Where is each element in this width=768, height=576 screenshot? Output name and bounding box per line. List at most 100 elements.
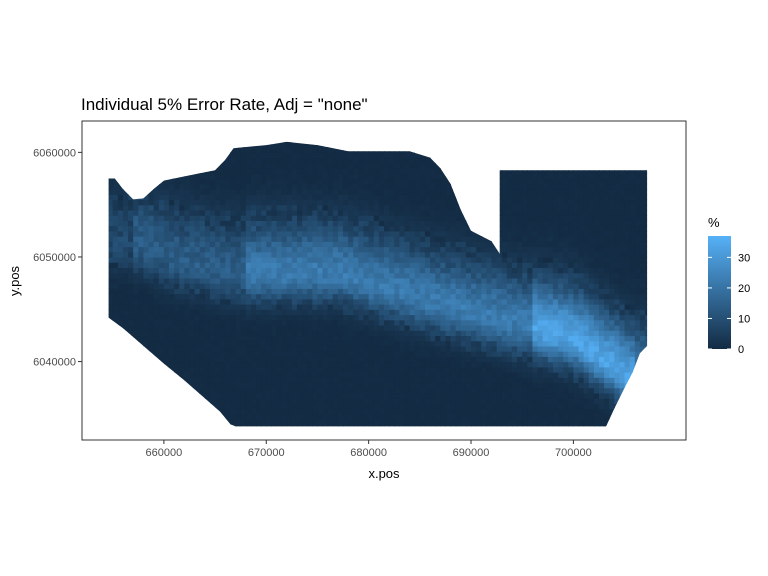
heatmap-cell [542, 304, 549, 310]
heatmap-cell [501, 340, 508, 347]
heatmap-cell [327, 199, 334, 206]
heatmap-cell [435, 324, 441, 331]
heatmap-cell [184, 319, 191, 326]
heatmap-cell [199, 324, 206, 331]
heatmap-cell [486, 319, 493, 326]
heatmap-cell [517, 209, 523, 216]
heatmap-cell [261, 361, 267, 368]
heatmap-cell [389, 340, 395, 347]
heatmap-cell [179, 330, 185, 337]
heatmap-cell [542, 283, 549, 289]
heatmap-cell [302, 288, 308, 295]
heatmap-cell [419, 387, 426, 394]
heatmap-cell [460, 277, 467, 284]
heatmap-cell [399, 387, 406, 394]
heatmap-cell [158, 262, 165, 269]
heatmap-cell [240, 361, 247, 368]
heatmap-cell [481, 298, 487, 305]
heatmap-cell [394, 209, 400, 216]
heatmap-cell [307, 262, 313, 269]
heatmap-cell [215, 246, 221, 253]
heatmap-cell [389, 272, 395, 279]
heatmap-cell [312, 157, 319, 164]
heatmap-cell [225, 398, 232, 404]
heatmap-cell [435, 215, 441, 221]
heatmap-cell [373, 283, 380, 289]
heatmap-cell [527, 309, 534, 316]
heatmap-cell [169, 225, 175, 232]
heatmap-cell [404, 387, 411, 394]
heatmap-cell [440, 204, 447, 211]
heatmap-cell [440, 209, 447, 216]
heatmap-cell [169, 351, 175, 357]
heatmap-cell [312, 251, 319, 258]
heatmap-cell [547, 351, 554, 357]
heatmap-cell [276, 225, 283, 232]
heatmap-cell [496, 335, 503, 342]
heatmap-cell [327, 293, 334, 300]
heatmap-cell [404, 345, 411, 352]
heatmap-cell [414, 204, 421, 211]
heatmap-cell [337, 188, 344, 195]
heatmap-cell [215, 330, 221, 337]
heatmap-cell [409, 324, 416, 331]
heatmap-cell [133, 246, 139, 253]
heatmap-cell [271, 256, 278, 263]
heatmap-cell [271, 335, 278, 342]
heatmap-cell [235, 209, 242, 216]
heatmap-cell [404, 424, 411, 427]
heatmap-cell [455, 283, 462, 289]
heatmap-cell [358, 387, 365, 394]
heatmap-cell [409, 377, 416, 384]
heatmap-cell [184, 215, 191, 221]
heatmap-cell [430, 283, 436, 289]
heatmap-cell [424, 304, 431, 310]
heatmap-cell [209, 220, 216, 227]
heatmap-cell [266, 256, 272, 263]
heatmap-cell [281, 419, 288, 425]
heatmap-cell [276, 413, 283, 420]
heatmap-cell [522, 194, 528, 201]
heatmap-cell [552, 272, 559, 279]
heatmap-cell [230, 330, 237, 337]
heatmap-cell [486, 251, 493, 258]
heatmap-cell [450, 230, 457, 237]
heatmap-cell [271, 162, 278, 169]
heatmap-cell [296, 293, 303, 300]
heatmap-cell [511, 220, 518, 227]
heatmap-cell [445, 183, 452, 190]
heatmap-cell [158, 272, 165, 279]
heatmap-cell [286, 277, 293, 284]
heatmap-cell [204, 230, 211, 237]
heatmap-cell [184, 246, 191, 253]
heatmap-cell [158, 209, 165, 216]
heatmap-cell [532, 199, 539, 206]
heatmap-cell [547, 251, 554, 258]
heatmap-cell [302, 324, 308, 331]
heatmap-cell [169, 314, 175, 321]
heatmap-cell [189, 298, 196, 305]
heatmap-cell [404, 246, 411, 253]
heatmap-cell [266, 236, 272, 242]
heatmap-cell [358, 188, 365, 195]
heatmap-cell [501, 256, 508, 263]
heatmap-cell [276, 377, 283, 384]
heatmap-cell [148, 283, 155, 289]
heatmap-cell [286, 324, 293, 331]
heatmap-cell [542, 236, 549, 242]
heatmap-cell [532, 319, 539, 326]
heatmap-cell [322, 168, 329, 174]
heatmap-cell [261, 392, 267, 399]
heatmap-cell [394, 324, 400, 331]
heatmap-cell [409, 330, 416, 337]
heatmap-cell [419, 293, 426, 300]
heatmap-cell [414, 230, 421, 237]
heatmap-cell [419, 225, 426, 232]
heatmap-cell [368, 392, 375, 399]
heatmap-cell [337, 366, 344, 373]
heatmap-cell [486, 335, 493, 342]
heatmap-cell [378, 168, 385, 174]
heatmap-cell [327, 236, 334, 242]
heatmap-cell [522, 225, 528, 232]
heatmap-cell [250, 408, 257, 415]
